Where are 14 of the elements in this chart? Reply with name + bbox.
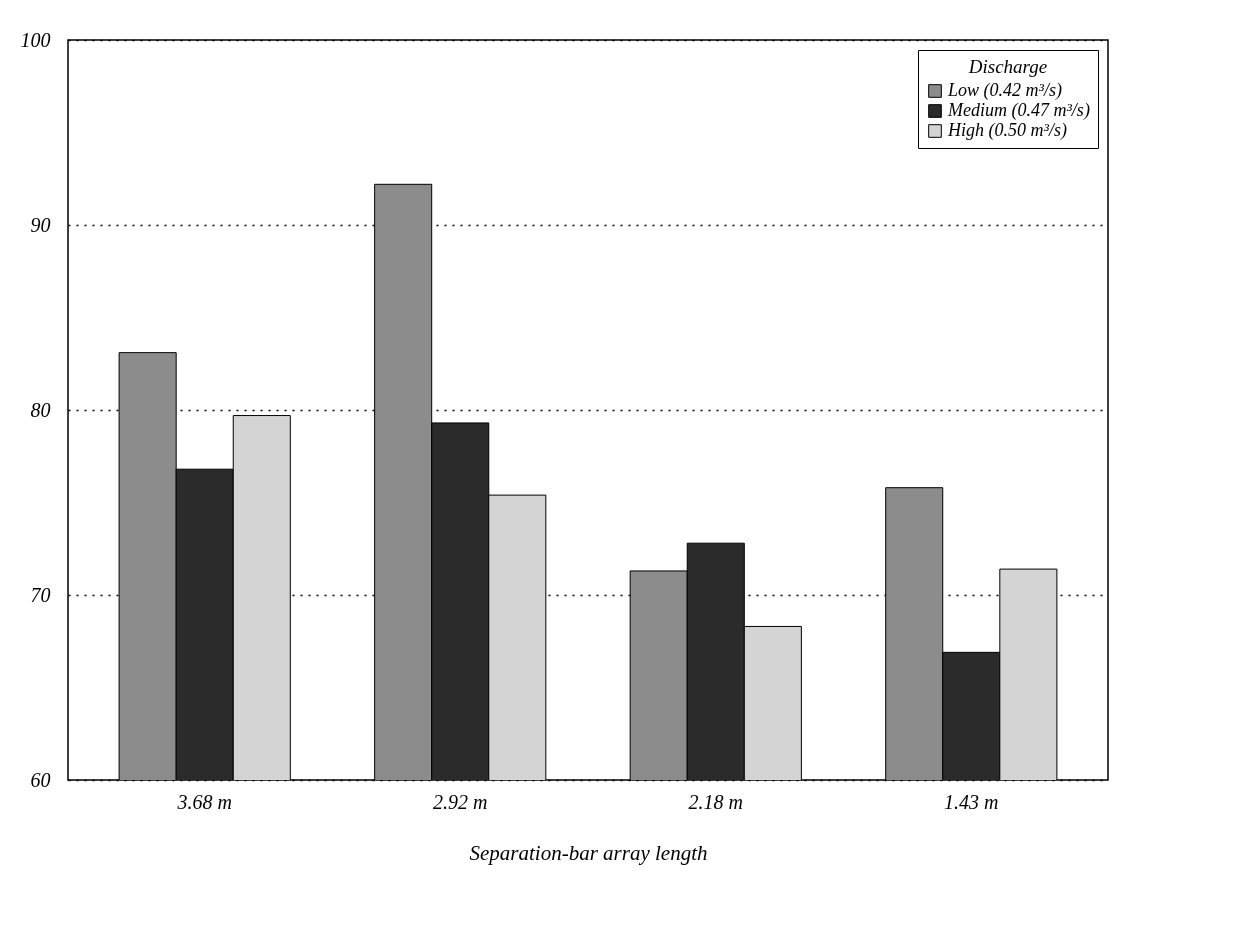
legend-title: Discharge: [967, 56, 1048, 77]
legend-label: High (0.50 m³/s): [947, 120, 1067, 141]
legend-label: Medium (0.47 m³/s): [947, 100, 1090, 121]
y-tick-label: 80: [30, 398, 51, 421]
x-axis-title: Separation-bar array length: [469, 840, 708, 865]
x-tick-label: 1.43 m: [944, 790, 999, 813]
y-tick-label: 90: [30, 213, 51, 236]
y-tick-label: 100: [20, 28, 51, 51]
x-tick-label: 2.92 m: [433, 790, 488, 813]
legend-label: Low (0.42 m³/s): [947, 80, 1062, 101]
x-tick-label: 3.68 m: [176, 790, 232, 813]
x-tick-label: 2.18 m: [688, 790, 743, 813]
y-tick-label: 60: [30, 768, 51, 791]
y-tick-label: 70: [30, 583, 51, 606]
